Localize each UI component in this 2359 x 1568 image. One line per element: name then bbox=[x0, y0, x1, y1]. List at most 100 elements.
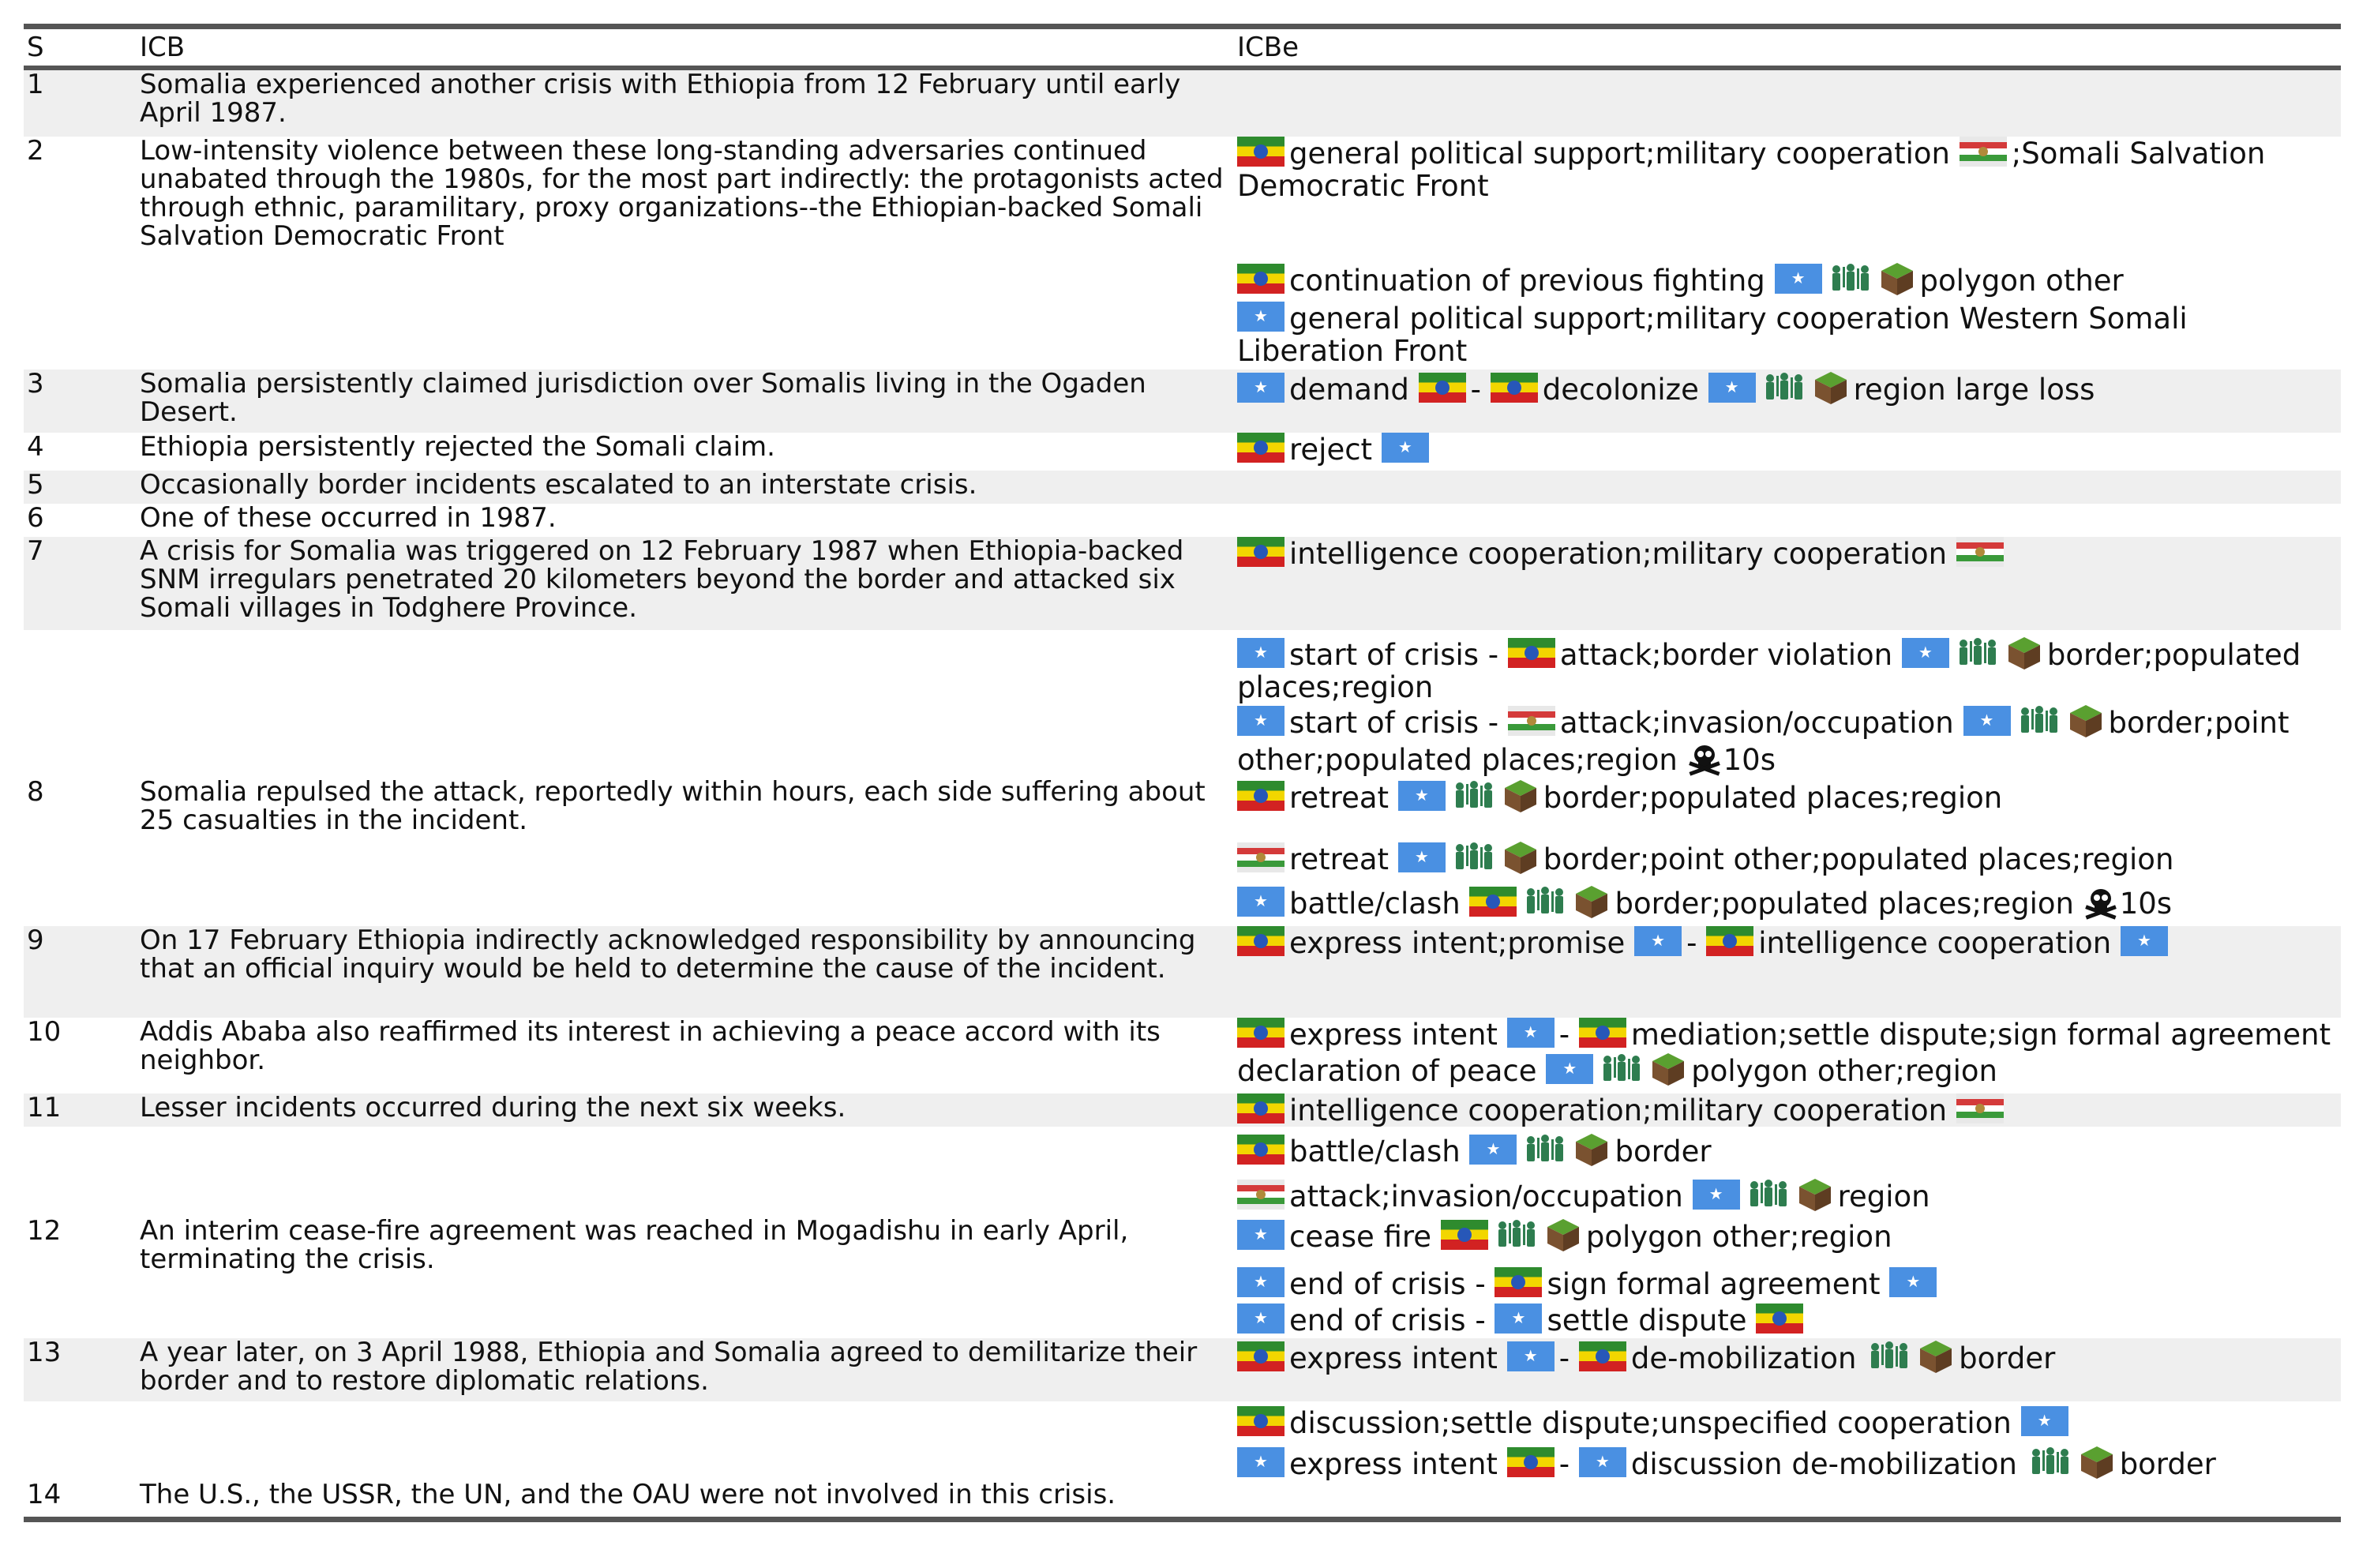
event-text: end of crisis - bbox=[1289, 1304, 1486, 1337]
icbe-cell: end of crisis - settle dispute bbox=[1237, 1300, 2341, 1337]
sentence-number: 13 bbox=[27, 1337, 62, 1368]
icbe-cell: general political support;military coope… bbox=[1237, 137, 2341, 202]
event-text: attack;invasion/occupation bbox=[1559, 706, 1954, 740]
event-text: start of crisis - bbox=[1289, 638, 1499, 672]
sentence-number: 14 bbox=[27, 1479, 62, 1510]
soldiers-icon bbox=[1871, 1341, 1908, 1368]
ethiopia-flag-icon bbox=[1756, 1304, 1804, 1334]
soldiers-icon bbox=[1498, 1220, 1535, 1247]
somalia-flag-icon bbox=[1708, 373, 1756, 403]
land-block-icon bbox=[2008, 637, 2040, 670]
soldiers-icon bbox=[1455, 781, 1492, 808]
table-row: 10 Addis Ababa also reaffirmed its inter… bbox=[24, 1018, 2341, 1093]
event-text: border;populated places;region bbox=[1237, 638, 2301, 704]
event-text: battle/clash bbox=[1289, 1135, 1461, 1168]
somalia-flag-icon bbox=[1237, 1267, 1285, 1297]
icbe-event: end of crisis - sign formal agreement bbox=[1237, 1267, 2333, 1300]
land-block-icon bbox=[1547, 1219, 1579, 1251]
somalia-flag-icon bbox=[1397, 842, 1446, 872]
icbe-event: general political support;military coope… bbox=[1237, 137, 2333, 202]
event-text: de-mobilization bbox=[1630, 1341, 1857, 1375]
somalia-flag-icon bbox=[1889, 1267, 1937, 1297]
land-block-icon bbox=[1881, 263, 1913, 295]
soldiers-icon bbox=[1765, 373, 1802, 400]
somalia-flag-icon bbox=[1237, 887, 1285, 917]
bottom-rule bbox=[24, 1517, 2341, 1522]
icbe-event: retreat border;point other;populated pla… bbox=[1237, 839, 2333, 876]
event-text: intelligence cooperation;military cooper… bbox=[1289, 537, 1948, 571]
snm-flag-icon bbox=[1959, 137, 2007, 167]
table-row: attack;invasion/occupation region bbox=[24, 1172, 2341, 1217]
table-row: 9 On 17 February Ethiopia indirectly ack… bbox=[24, 926, 2341, 1018]
land-block-icon bbox=[1798, 1179, 1831, 1211]
event-text: - bbox=[1470, 373, 1482, 407]
icb-text: A crisis for Somalia was triggered on 12… bbox=[140, 535, 1184, 624]
somalia-flag-icon bbox=[1495, 1304, 1543, 1334]
ethiopia-flag-icon bbox=[1506, 1447, 1555, 1477]
icb-text: Somalia persistently claimed jurisdictio… bbox=[140, 368, 1146, 428]
table-row: discussion;settle dispute;unspecified co… bbox=[24, 1401, 2341, 1441]
somalia-flag-icon bbox=[1963, 706, 2011, 736]
icbe-event: demand - decolonize region large loss bbox=[1237, 369, 2333, 406]
sentence-number: 6 bbox=[27, 502, 44, 534]
table-row: 5 Occasionally border incidents escalate… bbox=[24, 471, 2341, 504]
header-s: S bbox=[27, 32, 44, 63]
skull-icon bbox=[2084, 889, 2117, 920]
icb-text: The U.S., the USSR, the UN, and the OAU … bbox=[140, 1479, 1116, 1510]
icbe-event: battle/clash border bbox=[1237, 1131, 2333, 1168]
icbe-event: end of crisis - settle dispute bbox=[1237, 1304, 2333, 1337]
land-block-icon bbox=[1576, 886, 1608, 918]
event-text: - bbox=[1558, 1447, 1570, 1481]
snm-flag-icon bbox=[1507, 706, 1555, 736]
event-text: border;populated places;region bbox=[1543, 781, 2003, 815]
icbe-cell: express intent - de-mobilization border bbox=[1237, 1338, 2341, 1375]
event-text: 10s bbox=[2119, 887, 2173, 921]
icbe-cell: start of crisis - attack;invasion/occupa… bbox=[1237, 703, 2341, 778]
table-row: battle/clash border bbox=[24, 1127, 2341, 1172]
icbe-cell: express intent - mediation;settle disput… bbox=[1237, 1018, 2341, 1087]
sentence-number: 2 bbox=[27, 135, 44, 167]
ethiopia-flag-icon bbox=[1237, 137, 1285, 167]
somalia-flag-icon bbox=[1546, 1054, 1594, 1084]
ethiopia-flag-icon bbox=[1440, 1220, 1488, 1250]
somalia-flag-icon bbox=[1469, 1135, 1517, 1165]
land-block-icon bbox=[1576, 1134, 1608, 1166]
snm-flag-icon bbox=[1237, 1180, 1285, 1210]
icbe-event: cease fire polygon other;region bbox=[1237, 1217, 2333, 1253]
skull-icon bbox=[1688, 745, 1720, 776]
table-row: start of crisis - attack;border violatio… bbox=[24, 630, 2341, 703]
event-text: border bbox=[2119, 1447, 2216, 1481]
event-text: border bbox=[1959, 1341, 2056, 1375]
table-row: 8 Somalia repulsed the attack, reportedl… bbox=[24, 778, 2341, 839]
icbe-cell: discussion;settle dispute;unspecified co… bbox=[1237, 1401, 2341, 1439]
sentence-number: 8 bbox=[27, 776, 44, 808]
somalia-flag-icon bbox=[1381, 433, 1429, 463]
event-text: region large loss bbox=[1853, 373, 2095, 407]
table-row: general political support;military coope… bbox=[24, 302, 2341, 369]
icbe-cell: end of crisis - sign formal agreement bbox=[1237, 1264, 2341, 1300]
event-text: intelligence cooperation bbox=[1758, 926, 2112, 960]
header-rule bbox=[24, 66, 2341, 70]
icbe-cell: battle/clash border bbox=[1237, 1127, 2341, 1168]
event-text: retreat bbox=[1289, 842, 1390, 876]
icbe-cell: battle/clash border;populated places;reg… bbox=[1237, 883, 2341, 920]
somalia-flag-icon bbox=[1237, 638, 1285, 668]
snm-flag-icon bbox=[1956, 537, 2004, 567]
somalia-flag-icon bbox=[1578, 1447, 1626, 1477]
event-text: - bbox=[1558, 1341, 1570, 1375]
ethiopia-flag-icon bbox=[1237, 1406, 1285, 1436]
ethiopia-flag-icon bbox=[1706, 926, 1754, 956]
soldiers-icon bbox=[2031, 1447, 2068, 1474]
soldiers-icon bbox=[1603, 1054, 1641, 1081]
land-block-icon bbox=[1814, 372, 1847, 404]
event-text: start of crisis - bbox=[1289, 706, 1499, 740]
somalia-flag-icon bbox=[1237, 302, 1285, 332]
event-text: mediation;settle dispute;sign formal agr… bbox=[1237, 1018, 2331, 1088]
somalia-flag-icon bbox=[1692, 1180, 1740, 1210]
icbe-cell: cease fire polygon other;region bbox=[1237, 1217, 2341, 1253]
event-text: polygon other;region bbox=[1585, 1220, 1892, 1254]
table-row: 2 Low-intensity violence between these l… bbox=[24, 137, 2341, 261]
event-text: region bbox=[1837, 1180, 1930, 1214]
icbe-cell: intelligence cooperation;military cooper… bbox=[1237, 1093, 2341, 1127]
icbe-cell: express intent;promise - intelligence co… bbox=[1237, 926, 2341, 959]
